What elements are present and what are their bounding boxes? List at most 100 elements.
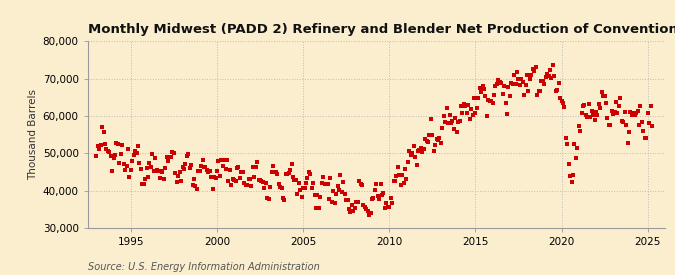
Point xyxy=(598,94,609,99)
Point xyxy=(348,209,358,213)
Point xyxy=(392,165,403,169)
Point xyxy=(325,176,335,180)
Point xyxy=(614,104,624,109)
Point xyxy=(356,183,367,187)
Point xyxy=(340,192,350,196)
Point xyxy=(603,123,614,127)
Point xyxy=(546,75,557,80)
Point xyxy=(595,105,605,110)
Point xyxy=(98,130,109,134)
Point xyxy=(547,63,558,67)
Point xyxy=(171,180,182,185)
Point xyxy=(452,130,462,134)
Point xyxy=(223,178,234,183)
Point xyxy=(285,167,296,172)
Point xyxy=(637,120,647,125)
Point xyxy=(443,120,454,125)
Point xyxy=(506,81,516,85)
Point xyxy=(583,102,594,106)
Point xyxy=(642,111,653,115)
Point xyxy=(193,169,204,174)
Point xyxy=(272,172,283,177)
Point xyxy=(240,183,251,187)
Point xyxy=(456,104,466,108)
Point xyxy=(154,176,165,181)
Point xyxy=(536,79,547,84)
Point xyxy=(467,113,478,117)
Point xyxy=(176,178,186,183)
Point xyxy=(588,112,599,117)
Point xyxy=(138,182,149,186)
Point xyxy=(296,195,307,199)
Point xyxy=(446,121,456,125)
Point xyxy=(526,73,537,78)
Point xyxy=(94,146,105,151)
Point xyxy=(227,176,238,181)
Point xyxy=(621,123,632,128)
Point xyxy=(512,70,522,75)
Point xyxy=(535,89,545,93)
Point xyxy=(551,88,562,92)
Point xyxy=(441,106,452,111)
Point xyxy=(146,164,157,169)
Point xyxy=(305,172,316,177)
Point xyxy=(127,159,138,163)
Point xyxy=(415,146,426,150)
Point xyxy=(635,104,646,109)
Point xyxy=(338,180,349,184)
Point xyxy=(250,164,261,169)
Point xyxy=(396,183,406,187)
Point xyxy=(124,174,135,179)
Point xyxy=(558,101,568,105)
Point xyxy=(539,82,549,86)
Point xyxy=(137,182,148,186)
Point xyxy=(121,164,132,169)
Point xyxy=(570,156,581,160)
Point xyxy=(624,130,634,134)
Point xyxy=(186,163,196,167)
Point xyxy=(292,191,303,196)
Point xyxy=(437,126,448,130)
Point xyxy=(634,122,645,127)
Point xyxy=(476,90,487,94)
Point xyxy=(346,203,357,207)
Point xyxy=(591,109,601,114)
Point xyxy=(276,186,287,190)
Point xyxy=(611,99,622,104)
Point xyxy=(300,181,311,185)
Point xyxy=(215,174,225,178)
Point xyxy=(388,178,399,183)
Point xyxy=(160,166,171,170)
Point xyxy=(514,83,525,87)
Point xyxy=(638,129,649,134)
Point xyxy=(100,142,111,147)
Point xyxy=(269,170,279,174)
Point xyxy=(461,111,472,115)
Point xyxy=(167,150,178,154)
Point xyxy=(487,101,498,105)
Point xyxy=(335,173,346,178)
Point xyxy=(118,162,129,166)
Point xyxy=(354,179,364,183)
Point xyxy=(194,169,205,173)
Point xyxy=(562,141,572,146)
Point xyxy=(639,136,650,140)
Point xyxy=(277,196,288,200)
Point xyxy=(132,143,143,148)
Point xyxy=(481,114,492,118)
Point xyxy=(550,89,561,94)
Point xyxy=(606,109,617,114)
Point xyxy=(321,182,331,186)
Point xyxy=(556,98,567,103)
Point xyxy=(322,182,333,186)
Point xyxy=(371,182,382,186)
Point xyxy=(256,179,267,183)
Point xyxy=(485,98,495,103)
Point xyxy=(628,111,639,115)
Point xyxy=(532,93,543,97)
Point xyxy=(169,151,180,155)
Text: Source: U.S. Energy Information Administration: Source: U.S. Energy Information Administ… xyxy=(88,262,319,272)
Point xyxy=(229,178,240,182)
Point xyxy=(111,141,122,145)
Point xyxy=(309,192,320,197)
